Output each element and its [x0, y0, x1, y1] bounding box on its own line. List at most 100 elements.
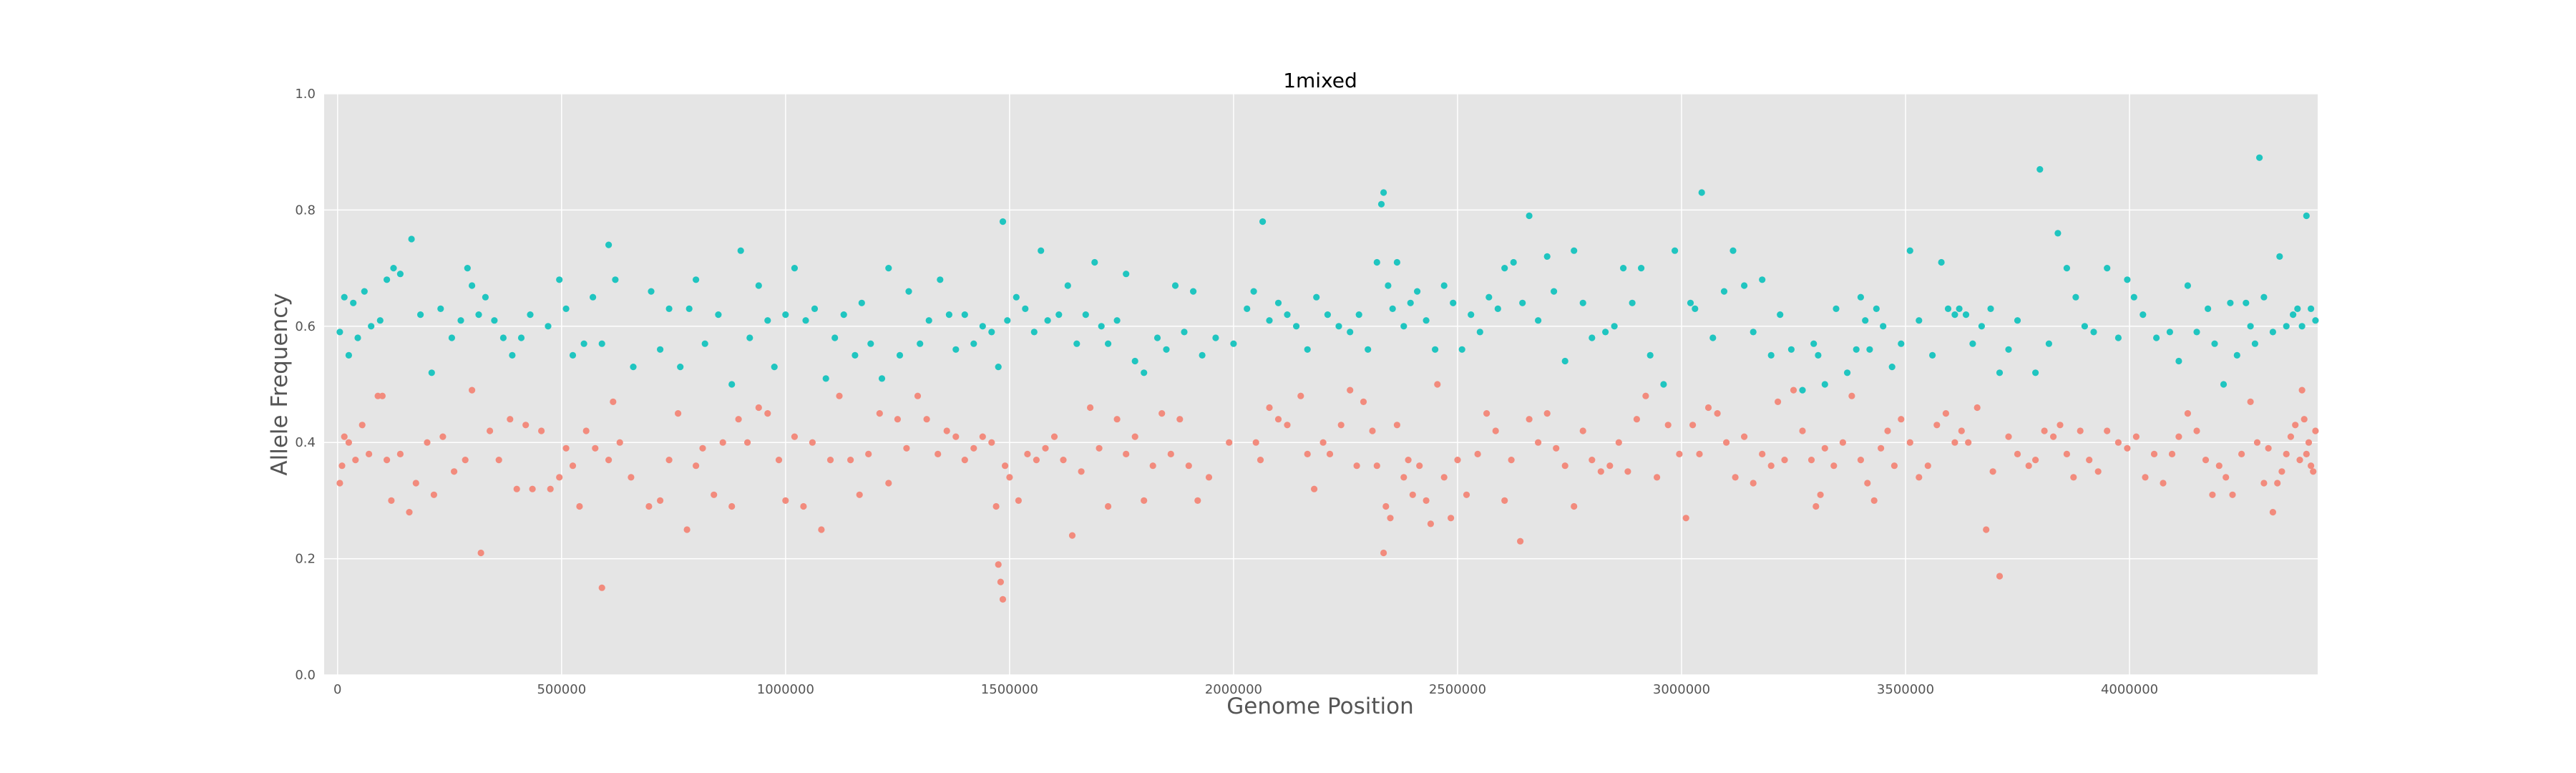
low-frequency-point — [711, 491, 718, 498]
high-frequency-point — [1468, 311, 1475, 319]
low-frequency-point — [2229, 491, 2236, 498]
low-frequency-point — [744, 439, 751, 446]
low-frequency-point — [1337, 422, 1345, 429]
x-tick-label: 0 — [333, 682, 341, 697]
high-frequency-point — [1365, 346, 1372, 353]
low-frequency-point — [1624, 468, 1631, 475]
high-frequency-point — [1171, 282, 1179, 289]
high-frequency-point — [2256, 154, 2263, 161]
high-frequency-point — [1389, 305, 1396, 312]
high-frequency-point — [1038, 247, 1045, 254]
high-frequency-point — [657, 346, 664, 353]
high-frequency-point — [1284, 311, 1291, 319]
high-frequency-point — [1866, 346, 1873, 353]
low-frequency-point — [1423, 497, 1430, 505]
low-frequency-point — [1676, 450, 1683, 458]
low-frequency-point — [1068, 532, 1076, 539]
high-frequency-point — [2140, 311, 2147, 319]
low-frequency-point — [1870, 497, 1878, 505]
high-frequency-point — [755, 282, 762, 289]
high-frequency-point — [336, 329, 343, 336]
high-frequency-point — [1646, 351, 1654, 359]
high-frequency-point — [2072, 293, 2079, 301]
high-frequency-point — [2205, 305, 2212, 312]
high-frequency-point — [665, 305, 673, 312]
low-frequency-point — [1642, 392, 1649, 399]
low-frequency-point — [2150, 450, 2158, 458]
high-frequency-point — [2233, 351, 2240, 359]
high-frequency-point — [1293, 323, 1300, 330]
high-frequency-point — [2312, 317, 2319, 324]
high-frequency-point — [701, 340, 708, 347]
y-axis-ticks: 0.0 0.2 0.4 0.6 0.8 1.0 — [295, 87, 316, 683]
high-frequency-point — [1347, 329, 1354, 336]
low-frequency-point — [2274, 480, 2281, 487]
low-frequency-point — [836, 392, 843, 399]
low-frequency-point — [818, 526, 825, 533]
low-frequency-point — [885, 480, 892, 487]
high-frequency-point — [1880, 323, 1887, 330]
low-frequency-point — [1884, 427, 1891, 434]
low-frequency-point — [2124, 444, 2131, 452]
high-frequency-point — [1123, 271, 1130, 278]
low-frequency-point — [412, 480, 419, 487]
high-frequency-point — [1423, 317, 1430, 324]
low-frequency-point — [903, 444, 910, 452]
high-frequency-point — [580, 340, 587, 347]
low-frequency-point — [2238, 450, 2245, 458]
high-frequency-point — [2063, 265, 2070, 272]
low-frequency-point — [657, 497, 664, 505]
x-tick-label: 2500000 — [1429, 682, 1486, 697]
low-frequency-point — [2305, 439, 2313, 446]
low-frequency-point — [1409, 491, 1416, 498]
low-frequency-point — [719, 439, 726, 446]
low-frequency-point — [2253, 439, 2261, 446]
high-frequency-point — [1407, 299, 1414, 306]
low-frequency-point — [1149, 462, 1156, 470]
high-frequency-point — [970, 340, 977, 347]
high-frequency-point — [2124, 276, 2131, 283]
high-frequency-point — [1324, 311, 1331, 319]
low-frequency-point — [1723, 439, 1730, 446]
low-frequency-point — [556, 474, 563, 481]
low-frequency-point — [2247, 398, 2254, 406]
high-frequency-point — [2005, 346, 2012, 353]
low-frequency-point — [2086, 457, 2093, 464]
high-frequency-point — [1304, 346, 1311, 353]
high-frequency-point — [2294, 305, 2301, 312]
low-frequency-point — [1050, 433, 1058, 440]
high-frequency-point — [878, 375, 886, 382]
low-frequency-point — [1517, 538, 1524, 545]
high-frequency-point — [2211, 340, 2218, 347]
high-frequency-point — [569, 351, 577, 359]
low-frequency-point — [2287, 433, 2294, 440]
low-frequency-point — [1042, 444, 1049, 452]
high-frequency-point — [1163, 346, 1170, 353]
low-frequency-point — [1454, 457, 1461, 464]
low-frequency-point — [1848, 392, 1855, 399]
x-tick-label: 1000000 — [757, 682, 814, 697]
high-frequency-point — [428, 369, 435, 376]
low-frequency-point — [1463, 491, 1470, 498]
high-frequency-point — [1777, 311, 1784, 319]
low-frequency-point — [1113, 416, 1121, 423]
low-frequency-point — [1974, 404, 1981, 412]
low-frequency-point — [1185, 462, 1192, 470]
high-frequency-point — [1589, 334, 1596, 341]
low-frequency-point — [1989, 468, 1996, 475]
high-frequency-point — [1105, 340, 1112, 347]
low-frequency-point — [338, 462, 346, 470]
low-frequency-point — [1732, 474, 1739, 481]
high-frequency-point — [390, 265, 397, 272]
low-frequency-point — [1024, 450, 1031, 458]
high-frequency-point — [2081, 323, 2088, 330]
high-frequency-point — [917, 340, 924, 347]
high-frequency-point — [648, 288, 655, 295]
low-frequency-point — [1078, 468, 1085, 475]
low-frequency-point — [1060, 457, 1067, 464]
high-frequency-point — [737, 247, 744, 254]
low-frequency-point — [1906, 439, 1913, 446]
high-frequency-point — [354, 334, 361, 341]
low-frequency-point — [2032, 457, 2039, 464]
